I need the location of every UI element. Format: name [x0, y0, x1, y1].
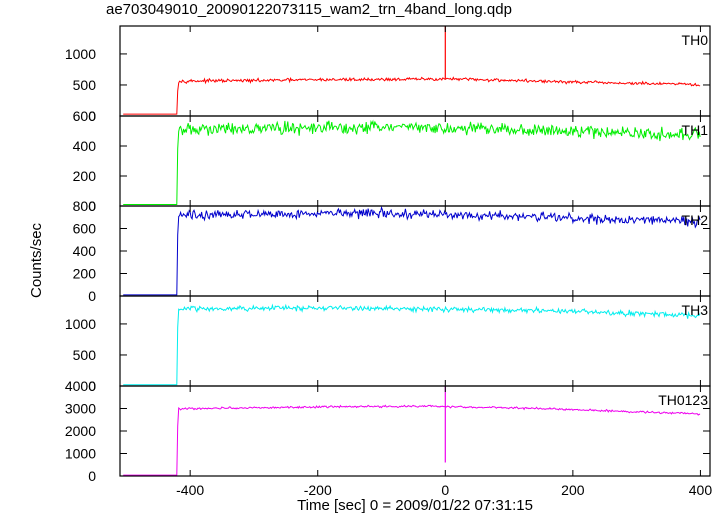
y-tick-label: 1000 [65, 316, 96, 332]
y-tick-label: 2000 [65, 423, 96, 439]
panel-th0: 0 500 1000 TH0 [65, 25, 711, 124]
series-line-th3 [123, 303, 701, 386]
y-tick-label: 600 [73, 108, 97, 124]
x-tick-label: -400 [176, 482, 204, 498]
chart-title: ae703049010_20090122073115_wam2_trn_4ban… [106, 1, 512, 18]
y-tick-label: 1000 [65, 46, 96, 62]
x-tick-label: 200 [561, 482, 585, 498]
y-tick-label: 0 [88, 468, 96, 484]
y-tick-label: 200 [73, 266, 97, 282]
panel-th3: 0 500 1000 TH3 [65, 295, 711, 394]
series-label-th3: TH3 [682, 302, 709, 318]
y-tick-label: 3000 [65, 401, 96, 417]
series-line-th2 [123, 205, 701, 296]
y-tick-label: 0 [88, 108, 96, 124]
series-line-th1 [123, 119, 701, 205]
y-tick-label: 4000 [65, 378, 96, 394]
y-tick-label: 0 [88, 198, 96, 214]
y-tick-label: 200 [73, 168, 97, 184]
y-tick-label: 800 [73, 198, 97, 214]
y-tick-label: 400 [73, 243, 97, 259]
y-tick-label: 500 [73, 347, 97, 363]
y-tick-label: 1000 [65, 446, 96, 462]
y-tick-label: 0 [88, 378, 96, 394]
series-label-th0123: TH0123 [658, 392, 708, 408]
series-label-th0: TH0 [682, 32, 709, 48]
panel-th1: 0 200 400 600 TH1 [73, 108, 711, 214]
y-tick-label: 400 [73, 138, 97, 154]
x-tick-label: 0 [441, 482, 449, 498]
x-tick-label: -200 [304, 482, 332, 498]
y-tick-label: 600 [73, 221, 97, 237]
y-tick-label: 0 [88, 288, 96, 304]
series-line-th0123 [123, 404, 701, 476]
x-tick-label: 400 [689, 482, 713, 498]
panel-th2: 0 200 400 600 800 TH2 [73, 198, 711, 304]
x-axis-label: Time [sec] 0 = 2009/01/22 07:31:15 [297, 497, 533, 514]
y-tick-label: 500 [73, 77, 97, 93]
panel-th0123: 0 1000 2000 3000 4000 -400 -200 0 200 400 TH0123 [65, 378, 712, 498]
series-label-th2: TH2 [682, 212, 709, 228]
series-label-th1: TH1 [682, 122, 709, 138]
panel-frame [119, 25, 711, 117]
panel-frame [119, 115, 711, 207]
series-line-th0 [123, 76, 701, 115]
panel-frame [119, 385, 711, 477]
